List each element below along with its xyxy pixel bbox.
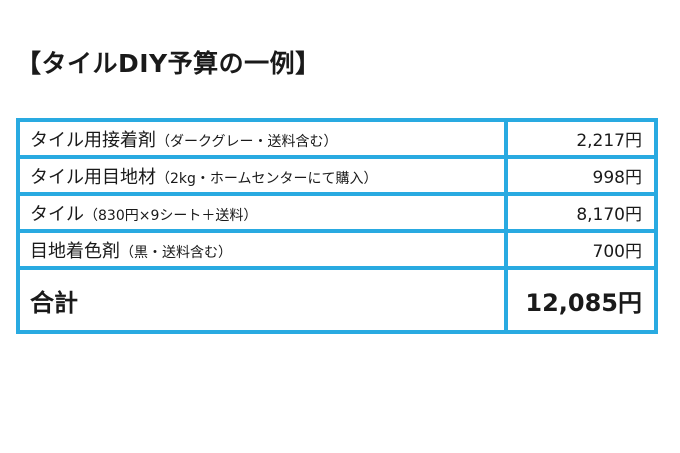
item-name: タイル用目地材 — [30, 166, 156, 188]
item-note: （黒・送料含む） — [120, 244, 232, 261]
item-amount: 8,170円 — [504, 192, 658, 233]
item-note: （830円×9シート＋送料） — [84, 207, 258, 224]
item-name: 目地着色剤 — [30, 240, 120, 262]
budget-table: タイル用接着剤（ダークグレー・送料含む） 2,217円 タイル用目地材（2kg・… — [16, 118, 658, 334]
item-cell: タイル用接着剤（ダークグレー・送料含む） — [16, 118, 508, 159]
item-cell: タイル用目地材（2kg・ホームセンターにて購入） — [16, 155, 508, 196]
table-row: タイル（830円×9シート＋送料） 8,170円 — [16, 192, 658, 233]
item-cell: タイル（830円×9シート＋送料） — [16, 192, 508, 233]
item-note: （2kg・ホームセンターにて購入） — [156, 170, 378, 187]
page-title: 【タイルDIY予算の一例】 — [16, 49, 321, 78]
total-label: 合計 — [16, 266, 508, 334]
item-amount: 2,217円 — [504, 118, 658, 159]
item-amount: 998円 — [504, 155, 658, 196]
total-row: 合計 12,085円 — [16, 266, 658, 334]
item-cell: 目地着色剤（黒・送料含む） — [16, 229, 508, 270]
table-row: タイル用接着剤（ダークグレー・送料含む） 2,217円 — [16, 118, 658, 159]
item-note: （ダークグレー・送料含む） — [156, 133, 338, 150]
item-name: タイル用接着剤 — [30, 129, 156, 151]
total-amount: 12,085円 — [504, 266, 658, 334]
table-row: 目地着色剤（黒・送料含む） 700円 — [16, 229, 658, 270]
item-amount: 700円 — [504, 229, 658, 270]
table-row: タイル用目地材（2kg・ホームセンターにて購入） 998円 — [16, 155, 658, 196]
item-name: タイル — [30, 203, 84, 225]
